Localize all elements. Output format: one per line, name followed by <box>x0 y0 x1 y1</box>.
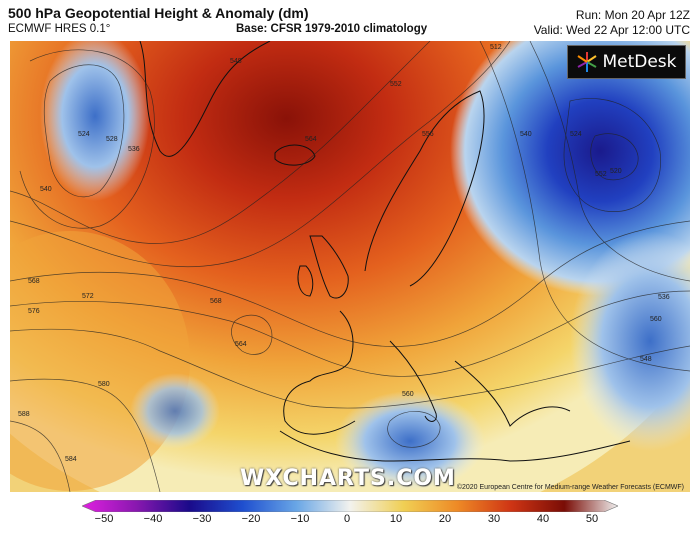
climatology-base-label: Base: CFSR 1979-2010 climatology <box>236 23 428 35</box>
contour-label: 524 <box>78 131 90 138</box>
anomaly-map: 524 528 536 540 548 552 556 564 568 572 … <box>10 41 690 492</box>
colorbar-tick: 30 <box>487 513 501 525</box>
scandinavia-coast <box>364 90 485 287</box>
colorbar-tick: −30 <box>192 513 212 525</box>
contour-label: 524 <box>570 131 582 138</box>
contour-label: 564 <box>305 136 317 143</box>
contour-label: 576 <box>28 308 40 315</box>
coastlines <box>139 41 631 462</box>
iceland-coast <box>274 144 316 166</box>
contour-label: 548 <box>640 356 652 363</box>
contour-label: 568 <box>28 278 40 285</box>
contour-540 <box>19 49 155 229</box>
labrador-cold-anomaly <box>40 41 150 201</box>
colorbar-tick: 50 <box>585 513 599 525</box>
contour-label: 584 <box>65 456 77 463</box>
model-label: ECMWF HRES 0.1° <box>8 23 111 35</box>
colorbar-gradient <box>82 500 618 512</box>
contour-580 <box>10 378 161 492</box>
colorbar-tick: 0 <box>343 513 351 525</box>
valid-time-label: Valid: Wed 22 Apr 12:00 UTC <box>533 23 690 37</box>
north-africa-coast <box>279 430 631 462</box>
azores-cold-anomaly <box>130 373 220 449</box>
wxcharts-watermark: WXCHARTS.COM <box>240 466 456 491</box>
contour-label: 536 <box>658 294 670 301</box>
britain-coast <box>309 235 349 299</box>
contour-576 <box>10 328 690 409</box>
contour-528 <box>43 64 125 198</box>
contour-label: 588 <box>18 411 30 418</box>
contour-label: 556 <box>422 131 434 138</box>
contour-label: 540 <box>40 186 52 193</box>
balkans-coast <box>454 360 571 427</box>
chart-title: 500 hPa Geopotential Height & Anomaly (d… <box>8 5 309 21</box>
metdesk-logo-text: MetDesk <box>602 52 677 72</box>
greenland-coast <box>139 41 271 157</box>
colorbar-tick: −50 <box>94 513 114 525</box>
colorbar-tick: −20 <box>241 513 261 525</box>
contour-label: 552 <box>390 81 402 88</box>
contour-564-closed <box>231 314 273 355</box>
colorbar-tick: 10 <box>389 513 403 525</box>
contour-label: 560 <box>650 316 662 323</box>
metdesk-logo: MetDesk <box>567 45 686 79</box>
colorbar-tick: −10 <box>290 513 310 525</box>
contour-568 <box>10 220 690 347</box>
france-iberia-coast <box>283 310 356 435</box>
contour-560-closed <box>387 410 441 448</box>
contour-548 <box>479 41 690 372</box>
colorbar-tick: 40 <box>536 513 550 525</box>
colorbar-tick: 20 <box>438 513 452 525</box>
contour-536 <box>529 41 690 282</box>
contour-552 <box>10 41 431 244</box>
contour-labels: 524 528 536 540 548 552 556 564 568 572 … <box>18 44 670 463</box>
contour-label: 564 <box>235 341 247 348</box>
contour-label: 580 <box>98 381 110 388</box>
contour-512 <box>590 133 639 181</box>
ireland-coast <box>297 265 314 297</box>
contour-572 <box>10 290 690 377</box>
contour-label: 520 <box>610 168 622 175</box>
contour-label: 552 <box>595 171 607 178</box>
east-cold-anomaly <box>570 231 690 451</box>
colorbar-ticks: −50 −40 −30 −20 −10 0 10 20 30 40 50 <box>0 513 700 533</box>
contour-524 <box>563 98 661 212</box>
chart-header: 500 hPa Geopotential Height & Anomaly (d… <box>0 0 700 40</box>
contour-label: 512 <box>490 44 502 51</box>
contour-label: 572 <box>82 293 94 300</box>
contour-560 <box>10 41 511 268</box>
copyright-notice: ©2020 European Centre for Medium-range W… <box>456 484 684 491</box>
contour-label: 540 <box>520 131 532 138</box>
contour-label: 536 <box>128 146 140 153</box>
colorbar-tick: −40 <box>143 513 163 525</box>
contour-584 <box>10 420 71 492</box>
run-time-label: Run: Mon 20 Apr 12Z <box>575 8 690 22</box>
metdesk-star-icon <box>577 52 598 72</box>
mediterranean-cold-anomaly <box>335 391 485 491</box>
contour-label: 548 <box>230 58 242 65</box>
contour-label: 528 <box>106 136 118 143</box>
contour-label: 560 <box>402 391 414 398</box>
russia-cold-anomaly <box>450 41 690 296</box>
map-svg: 524 528 536 540 548 552 556 564 568 572 … <box>10 41 690 492</box>
height-contours <box>10 41 690 492</box>
italy-coast <box>389 340 437 422</box>
contour-label: 568 <box>210 298 222 305</box>
colorbar <box>82 500 618 512</box>
